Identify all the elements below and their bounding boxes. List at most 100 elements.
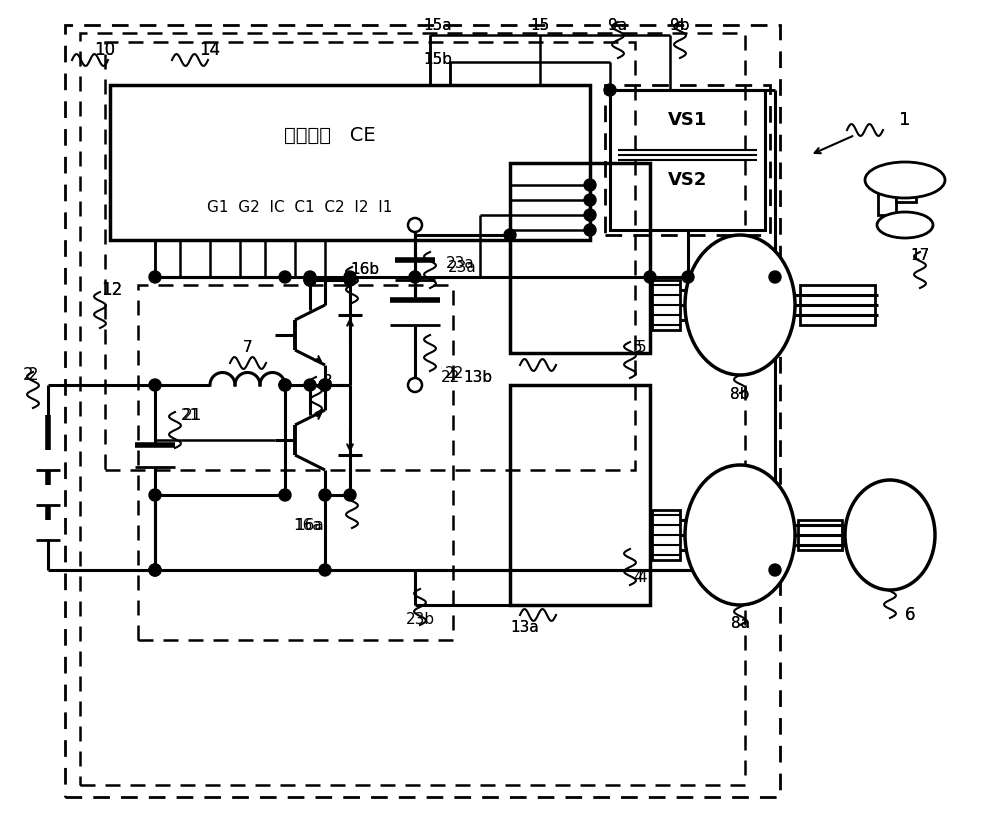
- Circle shape: [644, 271, 656, 283]
- Text: M2: M2: [724, 296, 757, 315]
- Text: 13a: 13a: [511, 620, 539, 635]
- Circle shape: [344, 274, 356, 286]
- Bar: [896, 187, 916, 202]
- Text: 8a: 8a: [730, 615, 750, 630]
- Text: 13b: 13b: [463, 370, 493, 384]
- Ellipse shape: [865, 162, 945, 198]
- Text: 2: 2: [28, 366, 38, 384]
- Text: 21: 21: [180, 407, 200, 423]
- Text: 23b: 23b: [405, 613, 435, 627]
- Text: 17: 17: [910, 247, 930, 262]
- Text: 3: 3: [323, 375, 333, 389]
- Text: 9a: 9a: [608, 18, 628, 33]
- Circle shape: [584, 224, 596, 236]
- Circle shape: [319, 379, 331, 391]
- Text: 12: 12: [101, 281, 123, 299]
- Bar: [138, 285, 453, 640]
- Ellipse shape: [877, 212, 933, 238]
- Text: 6: 6: [905, 606, 915, 624]
- Text: 16a: 16a: [294, 518, 322, 533]
- Text: 15b: 15b: [424, 53, 452, 68]
- Circle shape: [149, 489, 161, 501]
- Text: 14: 14: [199, 41, 221, 59]
- Text: 3: 3: [323, 375, 333, 389]
- Circle shape: [304, 274, 316, 286]
- Text: 17: 17: [910, 247, 930, 262]
- Text: 2: 2: [23, 366, 33, 384]
- Circle shape: [149, 379, 161, 391]
- Text: 16b: 16b: [350, 262, 380, 277]
- Text: ENG: ENG: [872, 528, 908, 543]
- Bar: [510, 163, 650, 353]
- Circle shape: [584, 194, 596, 206]
- Text: 8a: 8a: [730, 615, 750, 630]
- Text: 14: 14: [199, 41, 221, 59]
- Text: ENG: ENG: [872, 528, 908, 543]
- Text: 22: 22: [445, 366, 465, 381]
- Text: 13a: 13a: [511, 620, 539, 635]
- Text: 10: 10: [94, 41, 116, 59]
- Text: 6: 6: [905, 606, 915, 624]
- Text: 8b: 8b: [730, 387, 750, 402]
- Text: 23a: 23a: [446, 256, 474, 271]
- Text: 5: 5: [633, 340, 643, 355]
- Text: 16a: 16a: [296, 518, 324, 533]
- Circle shape: [149, 564, 161, 576]
- Text: 15a: 15a: [424, 18, 452, 33]
- Text: 7: 7: [243, 340, 253, 355]
- Text: 控制裝置   CE: 控制裝置 CE: [284, 125, 376, 144]
- Text: M2: M2: [724, 296, 757, 315]
- Bar: [878, 190, 896, 215]
- Circle shape: [319, 564, 331, 576]
- Bar: [105, 42, 635, 470]
- Text: 10: 10: [94, 41, 116, 59]
- Circle shape: [504, 229, 516, 241]
- Circle shape: [344, 489, 356, 501]
- Ellipse shape: [685, 465, 795, 605]
- Text: 9a: 9a: [608, 18, 628, 33]
- Circle shape: [409, 271, 421, 283]
- Circle shape: [584, 209, 596, 221]
- Text: 15: 15: [530, 18, 550, 33]
- Text: 8b: 8b: [730, 387, 750, 402]
- Text: 15b: 15b: [424, 53, 452, 68]
- Circle shape: [584, 179, 596, 191]
- Bar: [652, 280, 680, 330]
- Bar: [80, 33, 745, 785]
- Text: 15: 15: [530, 18, 550, 33]
- Ellipse shape: [685, 235, 795, 375]
- Circle shape: [279, 271, 291, 283]
- Bar: [110, 85, 590, 240]
- Circle shape: [279, 379, 291, 391]
- Circle shape: [149, 564, 161, 576]
- Text: M1: M1: [724, 525, 757, 544]
- Circle shape: [304, 274, 316, 286]
- Ellipse shape: [845, 480, 935, 590]
- Circle shape: [279, 489, 291, 501]
- Circle shape: [149, 271, 161, 283]
- Circle shape: [682, 271, 694, 283]
- Text: 12: 12: [101, 281, 123, 299]
- Text: 9b: 9b: [670, 18, 690, 33]
- Circle shape: [769, 564, 781, 576]
- Text: 4: 4: [637, 569, 647, 584]
- Text: 9b: 9b: [670, 18, 690, 33]
- Text: 23a: 23a: [448, 260, 476, 275]
- Bar: [652, 510, 680, 560]
- Bar: [798, 520, 842, 550]
- Text: 16b: 16b: [350, 262, 380, 277]
- Text: 1: 1: [899, 111, 911, 129]
- Text: M1: M1: [724, 525, 757, 544]
- Text: VS1: VS1: [668, 111, 708, 129]
- Circle shape: [319, 489, 331, 501]
- Bar: [605, 85, 770, 235]
- Circle shape: [279, 379, 291, 391]
- Text: 13b: 13b: [463, 370, 493, 384]
- Text: 15a: 15a: [424, 18, 452, 33]
- Bar: [65, 25, 780, 797]
- Text: G1  G2  IC  C1  C2  I2  I1: G1 G2 IC C1 C2 I2 I1: [207, 200, 393, 215]
- Text: 21: 21: [182, 407, 202, 423]
- Circle shape: [408, 378, 422, 392]
- Circle shape: [319, 379, 331, 391]
- Text: 5: 5: [637, 340, 647, 355]
